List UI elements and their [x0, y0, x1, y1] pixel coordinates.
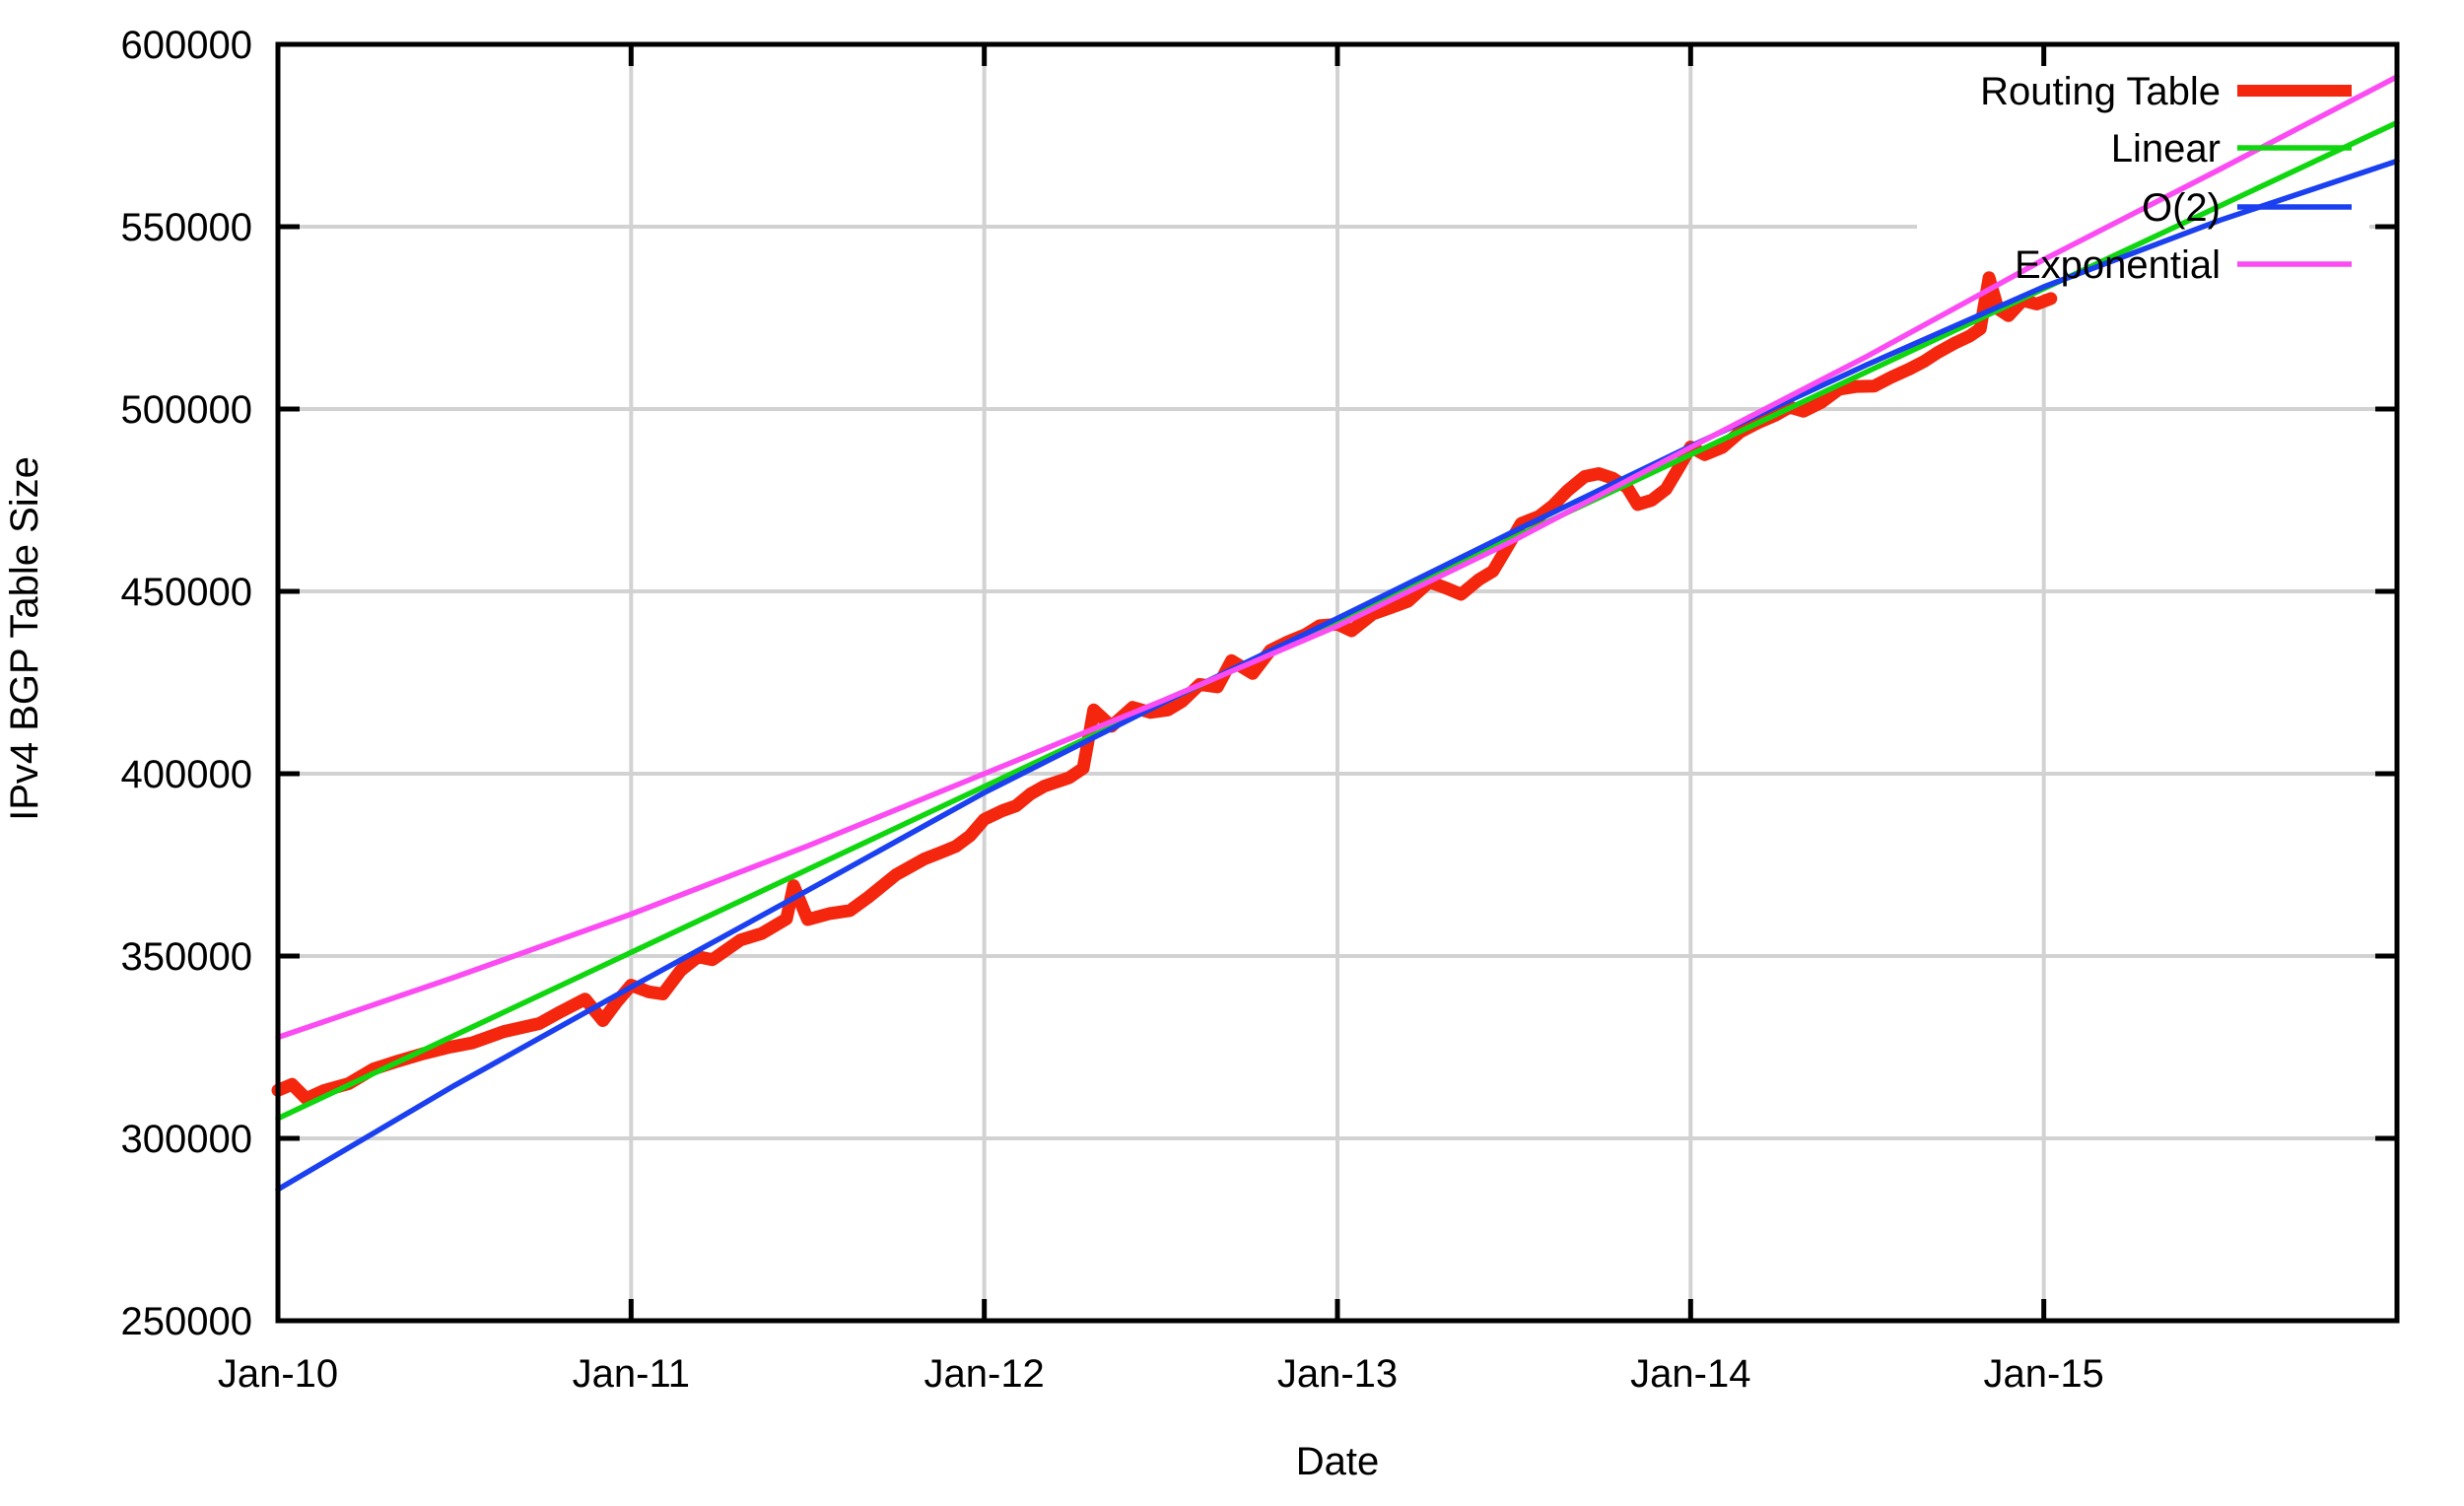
y-tick-label: 500000	[121, 388, 252, 432]
legend-entry-linear: Linear	[2111, 127, 2352, 171]
legend-label-routing-table: Routing Table	[1980, 70, 2221, 113]
legend-entry-o-2: O(2)	[2142, 186, 2352, 230]
legend-label-linear: Linear	[2111, 127, 2221, 171]
x-tick-label: Jan-10	[218, 1352, 338, 1396]
y-tick-label: 600000	[121, 24, 252, 67]
legend-entry-routing-table: Routing Table	[1980, 70, 2352, 113]
legend-entry-exponential: Exponential	[2015, 243, 2352, 287]
x-tick-label: Jan-13	[1277, 1352, 1398, 1396]
legend-swatch-routing-table	[2237, 85, 2352, 97]
x-axis-title: Date	[1296, 1440, 1380, 1483]
series-line-routing-table	[271, 271, 2058, 1106]
x-tick-label: Jan-11	[573, 1352, 690, 1396]
legend-label-o-2: O(2)	[2142, 186, 2221, 230]
x-tick-label: Jan-14	[1630, 1352, 1750, 1396]
y-tick-label: 250000	[121, 1300, 252, 1343]
axis-labels: 250000 300000 350000 400000 450000 500000 5500…	[3, 24, 2104, 1483]
y-tick-label: 400000	[121, 753, 252, 796]
plot-frame	[275, 41, 2400, 1324]
y-tick-label: 450000	[121, 571, 252, 614]
series-line-exponential	[275, 74, 2400, 1041]
legend-label-exponential: Exponential	[2015, 243, 2221, 287]
y-tick-label: 550000	[121, 206, 252, 249]
legend: Routing Table Linear O(2) Exponential	[1980, 70, 2352, 287]
gridlines	[278, 44, 2397, 1321]
x-tick-label: Jan-12	[924, 1352, 1045, 1396]
y-tick-label: 350000	[121, 935, 252, 979]
series-lines	[271, 74, 2400, 1193]
y-axis-title: IPv4 BGP Table Size	[3, 456, 46, 821]
series-line-o-2	[275, 158, 2400, 1193]
x-tick-label: Jan-15	[1984, 1352, 2104, 1396]
y-tick-label: 300000	[121, 1118, 252, 1161]
